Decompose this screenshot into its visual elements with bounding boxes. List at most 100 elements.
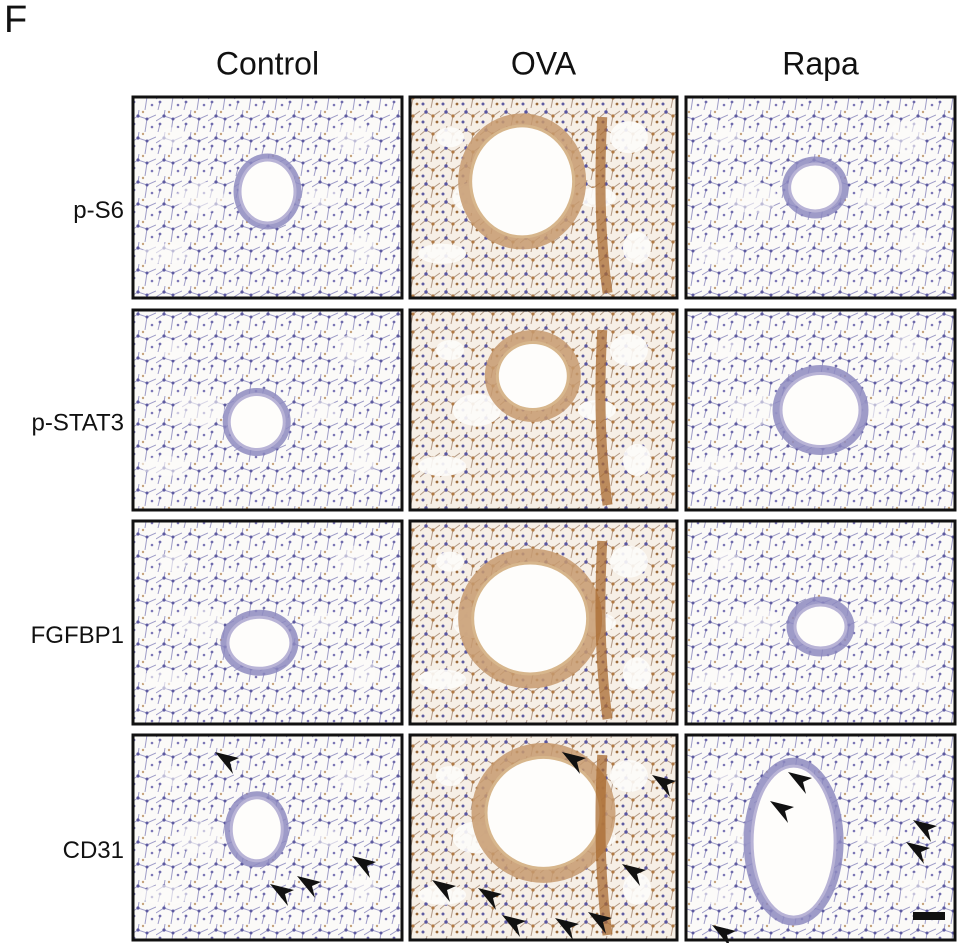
- arrowhead: [770, 801, 794, 823]
- airway-lumen: [487, 758, 600, 867]
- panel-border: [684, 733, 957, 942]
- alveolar-space: [887, 334, 926, 366]
- alveolar-space: [855, 612, 894, 633]
- column-label: OVA: [511, 45, 577, 81]
- alveolar-space: [729, 394, 778, 426]
- micrograph: [408, 519, 679, 726]
- panel-border: [684, 308, 957, 512]
- alveolar-space: [609, 334, 648, 366]
- row-label: CD31: [63, 837, 124, 864]
- alveolar-space: [694, 669, 743, 690]
- panel-border: [684, 95, 957, 300]
- arrowhead: [502, 915, 526, 937]
- alveolar-space: [622, 657, 651, 690]
- alveolar-space: [141, 456, 190, 476]
- micrograph: [408, 733, 679, 942]
- alveolar-space: [159, 340, 188, 360]
- alveolar-space: [622, 872, 651, 905]
- arrowhead: [712, 925, 736, 943]
- micrograph: [684, 308, 957, 512]
- arrowhead: [913, 820, 937, 842]
- alveolar-space: [176, 181, 225, 214]
- alveolar-space: [694, 243, 743, 264]
- micrograph: [684, 733, 957, 943]
- alveolar-space: [900, 657, 929, 690]
- row-labels: p-S6 p-STAT3 FGFBP1 CD31: [31, 197, 124, 864]
- arrowhead: [652, 775, 676, 797]
- row-label: p-S6: [73, 197, 124, 224]
- arrowhead: [352, 856, 376, 878]
- alveolar-space: [334, 545, 373, 578]
- alveolar-space: [347, 231, 376, 264]
- alveolar-space: [302, 400, 341, 420]
- alveolar-space: [159, 766, 188, 786]
- column-label: Control: [216, 45, 319, 81]
- alveolar-space: [887, 545, 926, 578]
- alveolar-space: [334, 760, 373, 792]
- alveolar-space: [418, 243, 467, 264]
- image-panels: [131, 95, 957, 943]
- arrowhead: [432, 880, 456, 902]
- alveolar-space: [436, 127, 465, 148]
- airway-lumen: [782, 375, 859, 445]
- arrowhead: [788, 772, 812, 794]
- panel-border: [131, 519, 404, 726]
- alveolar-space: [141, 243, 190, 264]
- panel-border: [408, 519, 679, 726]
- panel-border: [131, 733, 404, 942]
- alveolar-space: [900, 444, 929, 476]
- airway-lumen: [753, 767, 834, 916]
- vessel: [595, 754, 613, 936]
- alveolar-space: [141, 884, 190, 905]
- alveolar-space: [694, 456, 743, 476]
- alveolar-space: [694, 884, 743, 905]
- alveolar-space: [900, 872, 929, 905]
- alveolar-space: [887, 121, 926, 154]
- alveolar-space: [712, 551, 741, 572]
- alveolar-space: [347, 872, 376, 905]
- airway-lumen: [472, 127, 573, 236]
- alveolar-space: [622, 444, 651, 476]
- alveolar-space: [418, 456, 467, 476]
- micrograph: [131, 95, 404, 300]
- alveolar-space: [436, 551, 465, 572]
- arrowhead: [622, 864, 646, 886]
- column-labels: Control OVA Rapa: [216, 45, 859, 81]
- airway-lumen: [232, 799, 281, 860]
- arrowhead: [588, 912, 612, 934]
- panel-border: [131, 95, 404, 300]
- alveolar-space: [176, 394, 225, 426]
- row-label: FGFBP1: [31, 622, 124, 649]
- alveolar-space: [609, 545, 648, 578]
- arrowhead: [270, 884, 294, 906]
- alveolar-space: [347, 444, 376, 476]
- alveolar-space: [159, 551, 188, 572]
- airway-lumen: [796, 606, 845, 647]
- alveolar-space: [712, 127, 741, 148]
- alveolar-space: [141, 669, 190, 690]
- airway-lumen: [229, 618, 290, 667]
- alveolar-space: [334, 334, 373, 366]
- alveolar-space: [712, 340, 741, 360]
- panel-label: F: [4, 0, 27, 41]
- alveolar-space: [712, 766, 741, 786]
- panel-border: [408, 308, 679, 512]
- micrograph: [408, 95, 679, 300]
- panel-border: [408, 95, 679, 300]
- vessel: [595, 329, 613, 506]
- micrograph: [131, 308, 404, 512]
- alveolar-space: [622, 231, 651, 264]
- alveolar-space: [729, 181, 778, 214]
- alveolar-space: [855, 827, 894, 848]
- alveolar-space: [609, 760, 648, 792]
- alveolar-space: [159, 127, 188, 148]
- alveolar-space: [418, 669, 467, 690]
- alveolar-space: [855, 187, 894, 208]
- alveolar-space: [176, 606, 225, 639]
- alveolar-space: [609, 121, 648, 154]
- alveolar-space: [887, 760, 926, 792]
- alveolar-space: [900, 231, 929, 264]
- airway-lumen: [498, 344, 567, 408]
